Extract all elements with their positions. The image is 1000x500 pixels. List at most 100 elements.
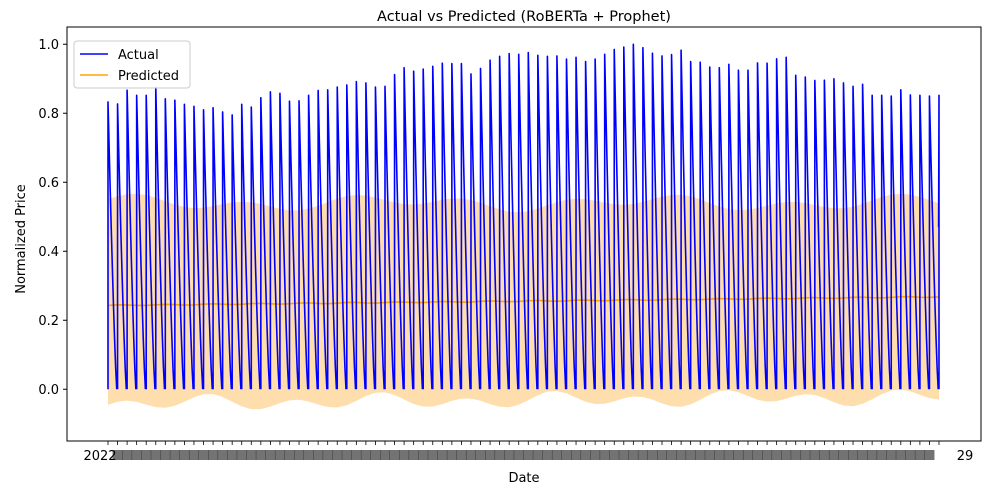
- x-tick-label-overlap: [208, 450, 219, 460]
- actual-line: [107, 43, 940, 390]
- actual-series-layer: [107, 43, 940, 390]
- x-tick-label-overlap: [771, 450, 782, 460]
- x-tick-label-overlap: [494, 450, 505, 460]
- x-tick-label-overlap: [599, 450, 610, 460]
- x-tick-label-overlap: [676, 450, 687, 460]
- x-tick-label-overlap: [551, 450, 562, 460]
- x-tick-label-overlap: [838, 450, 849, 460]
- x-tick-label-overlap: [762, 450, 773, 460]
- x-tick-label-overlap: [752, 450, 763, 460]
- x-tick-label-overlap: [332, 450, 343, 460]
- x-tick-label-overlap: [828, 450, 839, 460]
- y-axis-ticks: 0.0 0.2 0.4 0.6 0.8 1.0: [38, 38, 67, 398]
- legend-predicted-label: Predicted: [118, 69, 179, 84]
- x-tick-label-overlap: [179, 450, 190, 460]
- x-tick-label-overlap: [341, 450, 352, 460]
- x-tick-label-overlap: [628, 450, 639, 460]
- y-tick-label: 0.2: [38, 314, 59, 329]
- legend: Actual Predicted: [73, 40, 191, 89]
- x-tick-label-overlap: [657, 450, 667, 460]
- x-tick-label-overlap: [561, 450, 572, 460]
- x-tick-label-overlap: [647, 450, 658, 460]
- x-tick-label-overlap: [781, 450, 792, 460]
- x-tick-label-overlap: [513, 450, 524, 460]
- x-tick-label-overlap: [227, 450, 238, 460]
- x-tick-label-overlap: [914, 450, 925, 460]
- x-tick-label-overlap: [408, 450, 419, 460]
- x-tick-label-overlap: [590, 450, 601, 460]
- x-tick-label-overlap: [351, 450, 362, 460]
- x-tick-label-overlap: [695, 450, 706, 460]
- x-tick-label-overlap: [790, 450, 801, 460]
- x-tick-label-overlap: [112, 450, 123, 460]
- x-tick-label-overlap: [255, 450, 266, 460]
- x-tick-label-overlap: [265, 450, 276, 460]
- x-tick-label-overlap: [857, 450, 868, 460]
- chart-title: Actual vs Predicted (RoBERTa + Prophet): [377, 9, 671, 25]
- x-tick-label-overlap: [236, 450, 247, 460]
- y-tick-label: 0.6: [38, 176, 59, 191]
- x-tick-label-overlap: [800, 450, 811, 460]
- x-tick-label-last: 29: [957, 449, 974, 464]
- x-axis-label: Date: [508, 471, 539, 486]
- x-tick-label-overlap: [294, 450, 305, 460]
- x-tick-label-overlap: [370, 450, 381, 460]
- x-tick-label-overlap: [380, 450, 390, 460]
- x-tick-label-overlap: [303, 450, 314, 460]
- y-tick-label: 1.0: [38, 38, 59, 53]
- x-tick-label-overlap: [437, 450, 448, 460]
- x-tick-label-overlap: [895, 450, 906, 460]
- legend-actual-label: Actual: [118, 48, 159, 63]
- x-tick-label-overlap: [733, 450, 744, 460]
- x-tick-label-overlap: [217, 450, 228, 460]
- x-tick-label-overlap: [809, 450, 820, 460]
- x-tick-label-overlap: [389, 450, 400, 460]
- x-tick-label-overlap: [131, 450, 142, 460]
- y-axis-label: Normalized Price: [14, 184, 29, 294]
- x-tick-label-overlap: [876, 450, 887, 460]
- x-tick-label-overlap: [504, 450, 515, 460]
- x-tick-label-overlap: [580, 450, 591, 460]
- x-tick-label-overlap: [905, 450, 916, 460]
- x-tick-label-overlap: [886, 450, 897, 460]
- x-tick-label-overlap: [523, 450, 534, 460]
- x-tick-label-overlap: [475, 450, 486, 460]
- plot-frame: [66, 26, 982, 442]
- x-tick-label-overlap: [198, 450, 209, 460]
- x-tick-label-overlap: [666, 450, 677, 460]
- x-tick-label-overlap: [848, 450, 859, 460]
- x-tick-label-overlap: [322, 450, 333, 460]
- x-tick-label-overlap: [704, 450, 715, 460]
- x-tick-label-overlap: [485, 450, 496, 460]
- legend-box: [73, 40, 191, 89]
- x-tick-label-overlap: [571, 450, 582, 460]
- x-tick-label-overlap: [446, 450, 457, 460]
- x-tick-label-overlap: [160, 450, 171, 460]
- x-tick-label-overlap: [313, 450, 324, 460]
- x-tick-label-overlap: [637, 450, 648, 460]
- x-tick-label-overlap: [399, 450, 410, 460]
- x-tick-label-overlap: [427, 450, 438, 460]
- x-tick-label-overlap: [742, 450, 753, 460]
- x-tick-label-overlap: [465, 450, 476, 460]
- x-tick-label-overlap: [246, 450, 257, 460]
- x-tick-label-overlap: [360, 450, 371, 460]
- x-tick-label-overlap: [122, 450, 133, 460]
- x-tick-label-overlap: [188, 450, 199, 460]
- x-tick-label-overlap: [542, 450, 553, 460]
- x-tick-label-overlap: [418, 450, 429, 460]
- x-tick-label-overlap: [532, 450, 543, 460]
- x-tick-label-overlap: [618, 450, 629, 460]
- x-tick-label-overlap: [150, 450, 161, 460]
- x-tick-label-overlap: [169, 450, 180, 460]
- x-tick-label-overlap: [456, 450, 467, 460]
- y-tick-label: 0.0: [38, 383, 59, 398]
- x-tick-label-overlap: [141, 450, 152, 460]
- x-tick-label-overlap: [284, 450, 295, 460]
- x-axis-ticks: 2022 29: [83, 441, 973, 464]
- y-tick-label: 0.4: [38, 245, 59, 260]
- x-tick-label-overlap: [609, 450, 620, 460]
- x-tick-label-overlap: [274, 450, 285, 460]
- x-tick-label-overlap: [867, 450, 878, 460]
